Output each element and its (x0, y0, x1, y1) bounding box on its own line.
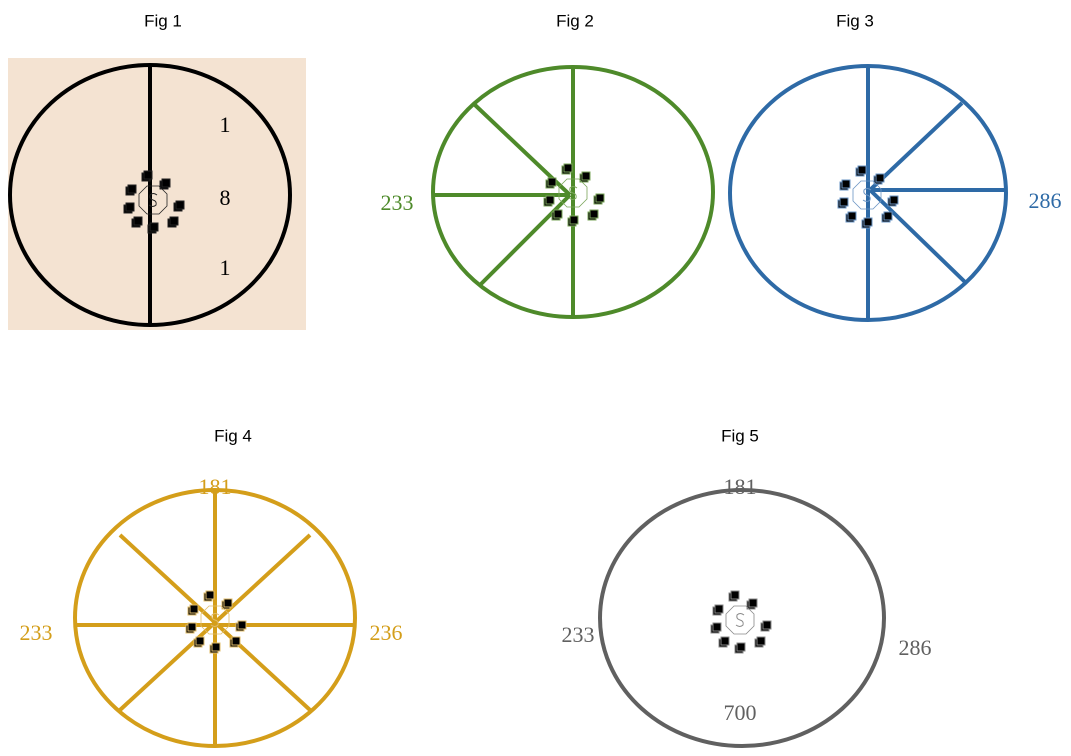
label: 233 (562, 622, 595, 647)
figure-title: Fig 1 (144, 11, 182, 30)
label: 286 (899, 635, 932, 660)
figure-1: Fig 1 1 8 1 (8, 11, 306, 330)
label: 181 (199, 474, 232, 499)
cluster-icon (711, 591, 771, 653)
label: 8 (220, 185, 231, 210)
figure-title: Fig 5 (721, 426, 759, 445)
figure-3: Fig 3 286 (730, 11, 1062, 320)
divider (870, 190, 965, 282)
label: 700 (724, 700, 757, 725)
label: 236 (370, 620, 403, 645)
label: 181 (724, 474, 757, 499)
diagram: Fig 1 1 8 1 Fig 2 233 Fig 3 286 Fig 4 (0, 0, 1071, 756)
label: 286 (1029, 188, 1062, 213)
figure-title: Fig 2 (556, 11, 594, 30)
figure-title: Fig 3 (836, 11, 874, 30)
label: 1 (220, 112, 231, 137)
label: 233 (381, 190, 414, 215)
figure-5: Fig 5 181 233 286 700 (562, 426, 932, 746)
label: 233 (20, 620, 53, 645)
figure-2: Fig 2 233 (381, 11, 714, 317)
figure-4: Fig 4 181 233 236 (20, 426, 403, 746)
label: 1 (220, 255, 231, 280)
figure-title: Fig 4 (214, 426, 252, 445)
divider (480, 195, 570, 285)
